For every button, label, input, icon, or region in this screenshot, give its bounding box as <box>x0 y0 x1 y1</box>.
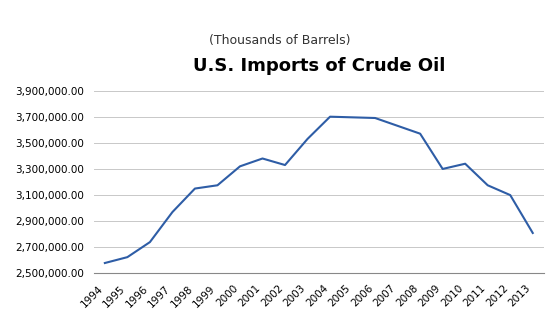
Text: (Thousands of Barrels): (Thousands of Barrels) <box>209 34 350 47</box>
Title: U.S. Imports of Crude Oil: U.S. Imports of Crude Oil <box>193 57 445 75</box>
